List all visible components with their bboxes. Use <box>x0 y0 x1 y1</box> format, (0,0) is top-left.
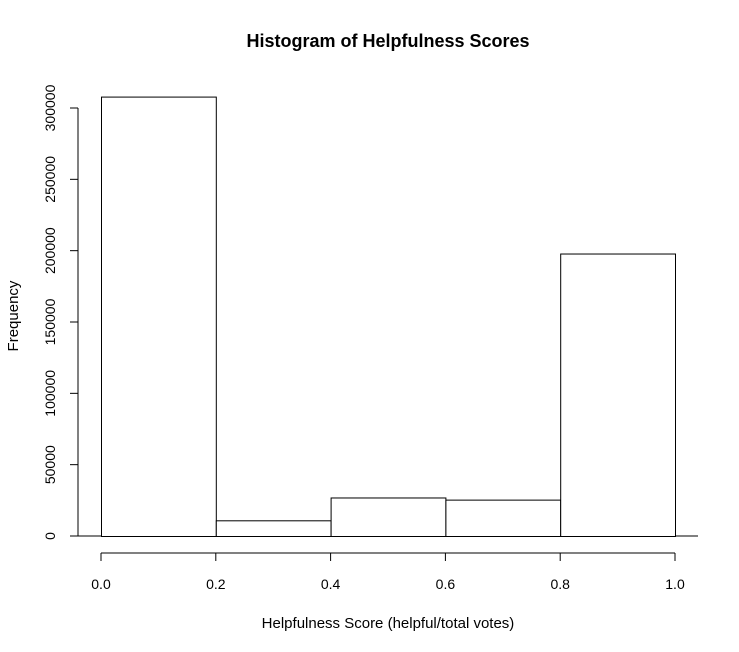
x-tick-label-5: 1.0 <box>665 576 685 592</box>
x-axis-label: Helpfulness Score (helpful/total votes) <box>262 615 515 632</box>
y-tick-label-0: 0 <box>42 532 58 540</box>
x-tick-label-1: 0.2 <box>206 576 226 592</box>
bars-group <box>101 96 677 538</box>
x-tick-label-2: 0.4 <box>321 576 341 592</box>
y-tick-label-3: 150000 <box>42 298 58 345</box>
x-axis: 0.0 0.2 0.4 0.6 0.8 1.0 <box>91 552 685 592</box>
histogram-bar-1 <box>215 520 332 537</box>
chart-title: Histogram of Helpfulness Scores <box>246 31 529 51</box>
y-tick-label-2: 100000 <box>42 370 58 417</box>
x-tick-label-0: 0.0 <box>91 576 111 592</box>
y-tick-label-5: 250000 <box>42 156 58 203</box>
y-tick-label-4: 200000 <box>42 227 58 274</box>
histogram-bar-0 <box>101 96 217 537</box>
y-tick-label-6: 300000 <box>42 84 58 131</box>
x-tick-label-4: 0.8 <box>550 576 570 592</box>
histogram-bar-3 <box>445 499 562 537</box>
y-axis: 0 50000 100000 150000 200000 250000 300000 <box>42 84 79 540</box>
histogram-bar-2 <box>330 497 447 538</box>
y-axis-label: Frequency <box>5 280 22 351</box>
y-ticks: 0 50000 100000 150000 200000 250000 300000 <box>42 84 78 540</box>
x-tick-label-3: 0.6 <box>436 576 456 592</box>
histogram-bar-4 <box>560 253 677 538</box>
y-tick-label-1: 50000 <box>42 445 58 484</box>
x-ticks: 0.0 0.2 0.4 0.6 0.8 1.0 <box>91 553 685 592</box>
